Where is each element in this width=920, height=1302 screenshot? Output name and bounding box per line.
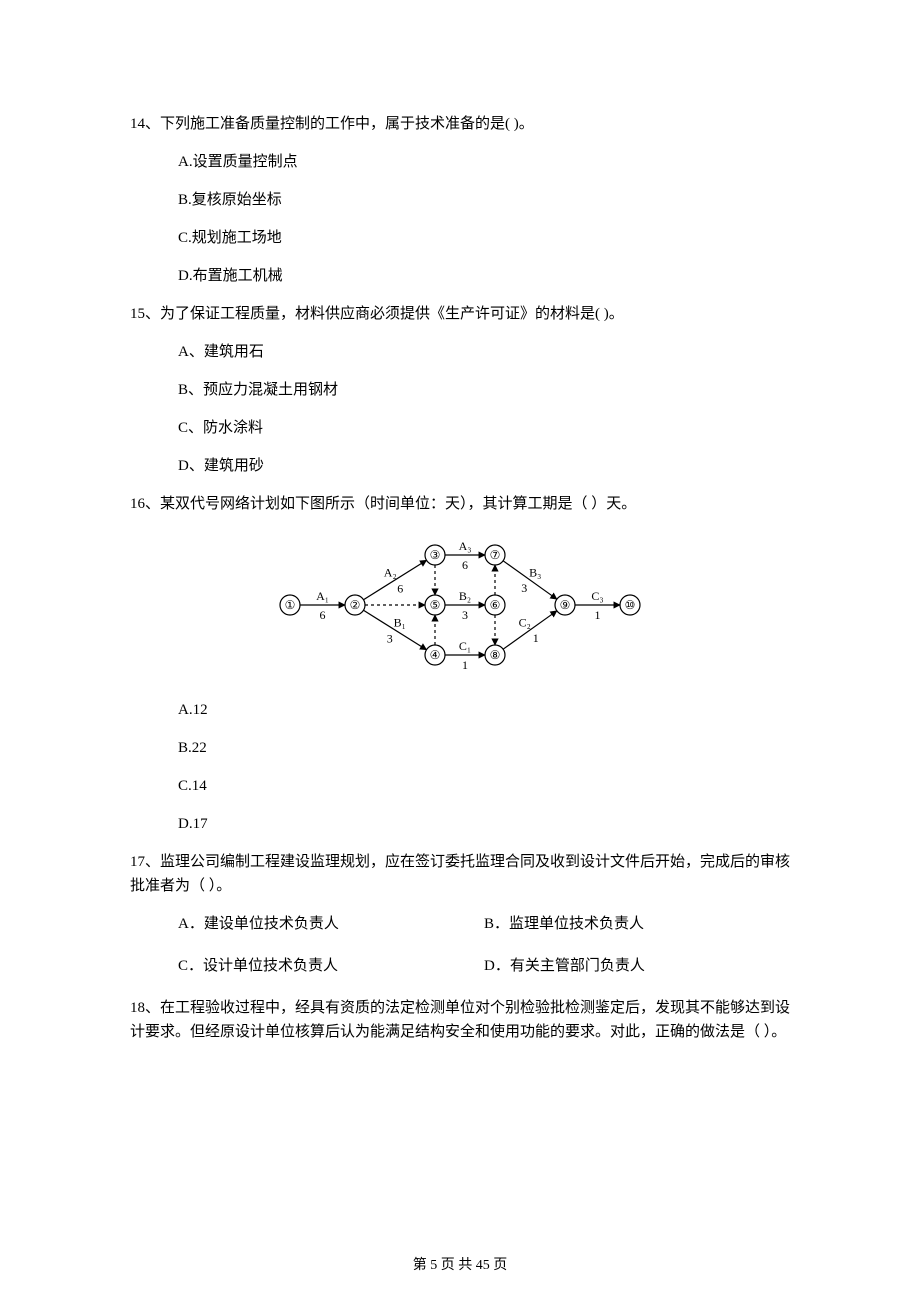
diagram-edge-duration: 6: [397, 581, 403, 595]
diagram-edge-label: A₁: [316, 589, 329, 603]
q15-option-a: A、建筑用石: [130, 340, 790, 364]
page: 14、下列施工准备质量控制的工作中，属于技术准备的是( )。 A.设置质量控制点…: [0, 0, 920, 1302]
q14-stem: 14、下列施工准备质量控制的工作中，属于技术准备的是( )。: [130, 112, 790, 136]
diagram-node-label: ⑦: [490, 548, 501, 562]
diagram-node-label: ②: [350, 598, 361, 612]
diagram-node-label: ⑨: [560, 598, 571, 612]
diagram-node-label: ⑤: [430, 598, 441, 612]
q18-stem: 18、在工程验收过程中，经具有资质的法定检测单位对个别检验批检测鉴定后，发现其不…: [130, 996, 790, 1044]
q17-stem: 17、监理公司编制工程建设监理规划，应在签订委托监理合同及收到设计文件后开始，完…: [130, 850, 790, 898]
q14-option-a: A.设置质量控制点: [130, 150, 790, 174]
diagram-node-label: ⑥: [490, 598, 501, 612]
q14-option-d: D.布置施工机械: [130, 264, 790, 288]
q15-stem: 15、为了保证工程质量，材料供应商必须提供《生产许可证》的材料是( )。: [130, 302, 790, 326]
diagram-edge-label: B₂: [459, 589, 471, 603]
q14-option-c: C.规划施工场地: [130, 226, 790, 250]
diagram-edge-duration: 1: [533, 631, 539, 645]
diagram-edge-label: A₃: [459, 539, 472, 553]
diagram-edge-label: C₃: [591, 589, 603, 603]
q17-row-2: C．设计单位技术负责人 D．有关主管部门负责人: [130, 954, 790, 978]
diagram-edge-duration: 6: [462, 558, 468, 572]
q17-option-a: A．建设单位技术负责人: [178, 912, 484, 936]
diagram-edge-label: B₃: [529, 566, 541, 580]
diagram-edge-duration: 6: [320, 608, 326, 622]
q16-stem: 16、某双代号网络计划如下图所示（时间单位：天），其计算工期是（ ）天。: [130, 492, 790, 516]
diagram-node-label: ⑩: [625, 598, 636, 612]
q16-option-c: C.14: [130, 774, 790, 798]
diagram-edge-label: C₂: [519, 616, 531, 630]
q17-row-1: A．建设单位技术负责人 B．监理单位技术负责人: [130, 912, 790, 936]
q16-option-a: A.12: [130, 698, 790, 722]
diagram-edge-label: C₁: [459, 639, 471, 653]
diagram-edge-duration: 1: [595, 608, 601, 622]
q16-option-b: B.22: [130, 736, 790, 760]
q15-option-b: B、预应力混凝土用钢材: [130, 378, 790, 402]
q15-option-d: D、建筑用砂: [130, 454, 790, 478]
q15-option-c: C、防水涂料: [130, 416, 790, 440]
diagram-node-label: ④: [430, 648, 441, 662]
diagram-edge-label: B₁: [394, 615, 406, 629]
diagram-edge-duration: 3: [521, 581, 527, 595]
q16-diagram-wrap: A₁6A₂6B₁3A₃6B₂3C₁1B₃3C₂1C₃1①②③④⑤⑥⑦⑧⑨⑩: [130, 530, 790, 680]
diagram-node-label: ③: [430, 548, 441, 562]
diagram-node-label: ⑧: [490, 648, 501, 662]
q17-option-c: C．设计单位技术负责人: [178, 954, 484, 978]
diagram-edge-duration: 1: [462, 658, 468, 672]
diagram-edge-duration: 3: [462, 608, 468, 622]
diagram-edge-label: A₂: [384, 565, 397, 579]
q16-network-diagram: A₁6A₂6B₁3A₃6B₂3C₁1B₃3C₂1C₃1①②③④⑤⑥⑦⑧⑨⑩: [270, 530, 650, 680]
q17-option-d: D．有关主管部门负责人: [484, 954, 790, 978]
q14-option-b: B.复核原始坐标: [130, 188, 790, 212]
page-footer: 第 5 页 共 45 页: [0, 1254, 920, 1274]
diagram-node-label: ①: [285, 598, 296, 612]
q16-option-d: D.17: [130, 812, 790, 836]
q17-option-b: B．监理单位技术负责人: [484, 912, 790, 936]
diagram-edge-duration: 3: [387, 631, 393, 645]
